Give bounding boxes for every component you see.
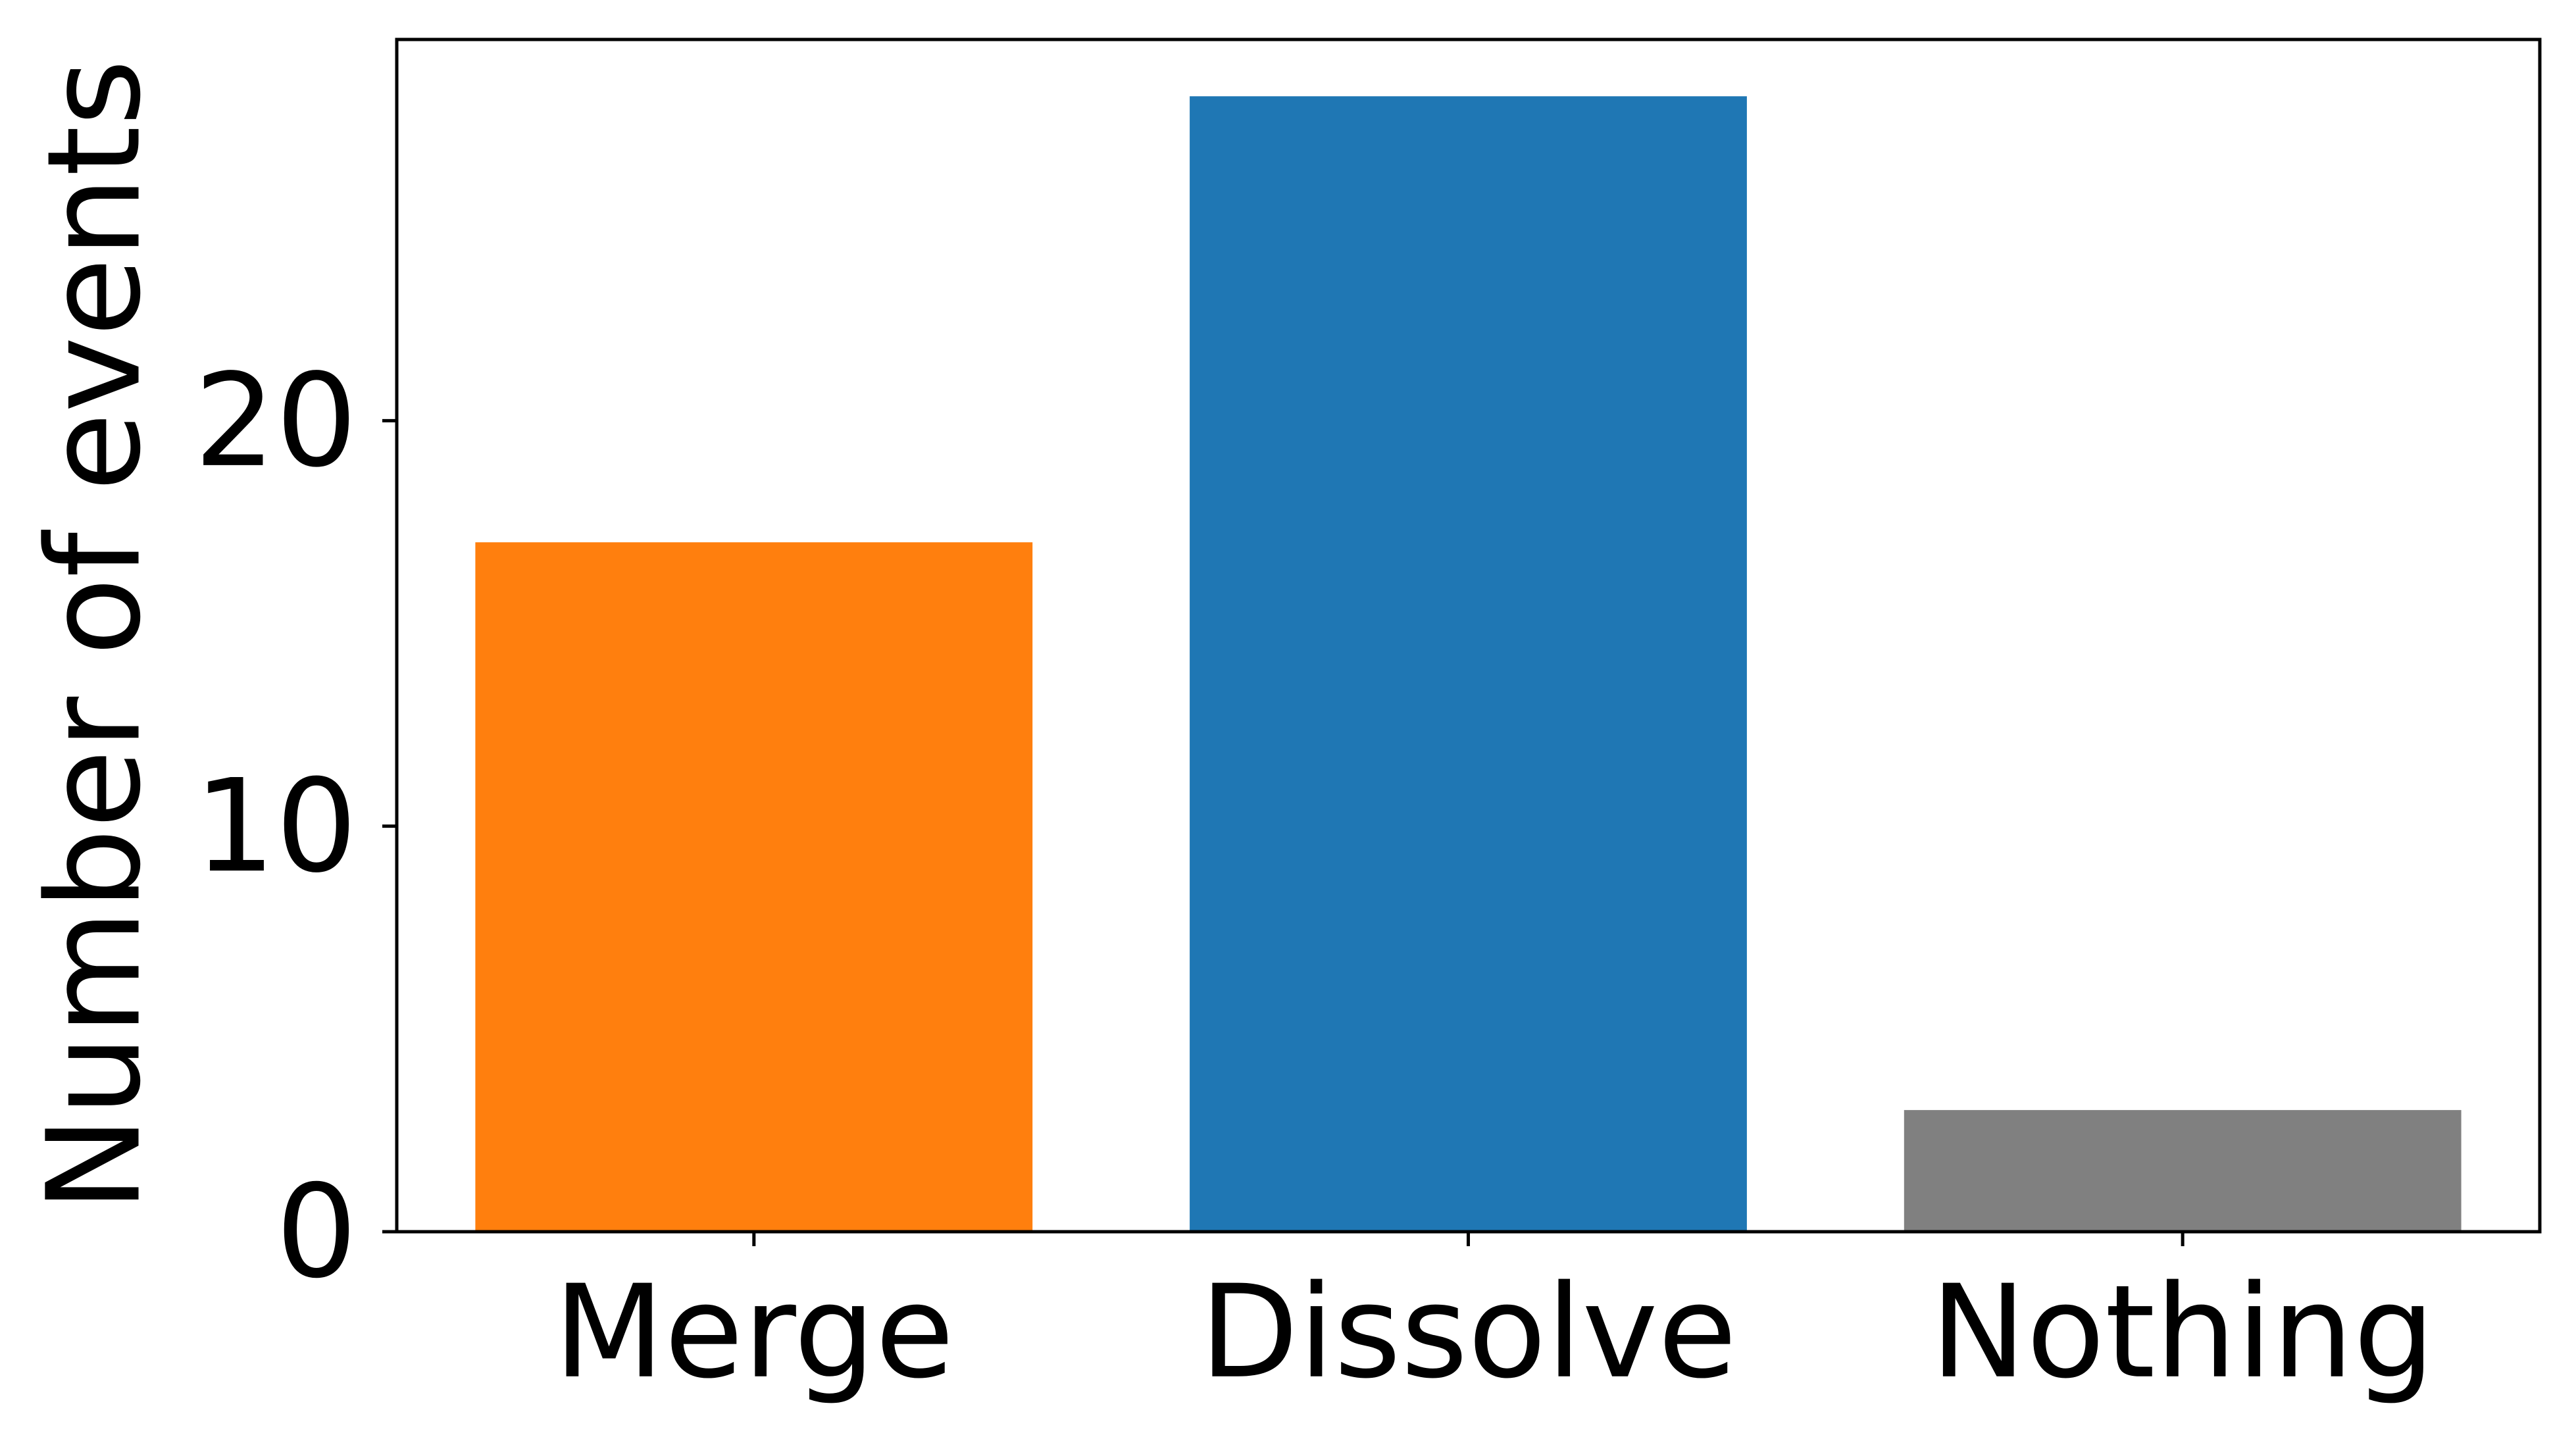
- bar-dissolve: [1190, 96, 1747, 1232]
- y-tick-label-20: 20: [194, 346, 357, 495]
- x-axis: Merge Dissolve Nothing: [553, 1232, 2435, 1407]
- y-tick-label-10: 10: [194, 751, 357, 901]
- y-axis-label: Number of events: [20, 59, 169, 1212]
- bar-nothing: [1904, 1110, 2462, 1232]
- y-tick-label-0: 0: [276, 1157, 357, 1307]
- x-tick-label-dissolve: Dissolve: [1200, 1257, 1736, 1407]
- bars-layer: [475, 96, 2462, 1232]
- x-tick-label-nothing: Nothing: [1931, 1257, 2435, 1407]
- y-axis: 0 10 20: [194, 346, 397, 1307]
- x-tick-label-merge: Merge: [553, 1257, 954, 1407]
- bar-merge: [475, 542, 1033, 1232]
